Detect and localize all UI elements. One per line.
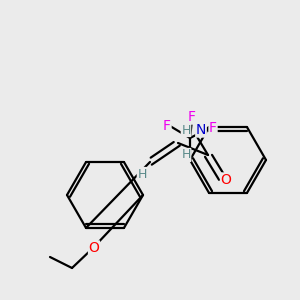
Text: F: F [188, 110, 196, 124]
Text: O: O [220, 173, 231, 187]
Text: H: H [137, 167, 147, 181]
Text: F: F [209, 121, 217, 135]
Text: H: H [181, 148, 191, 161]
Text: H: H [181, 124, 191, 136]
Text: F: F [163, 119, 171, 133]
Text: O: O [88, 241, 99, 255]
Text: N: N [196, 123, 206, 137]
